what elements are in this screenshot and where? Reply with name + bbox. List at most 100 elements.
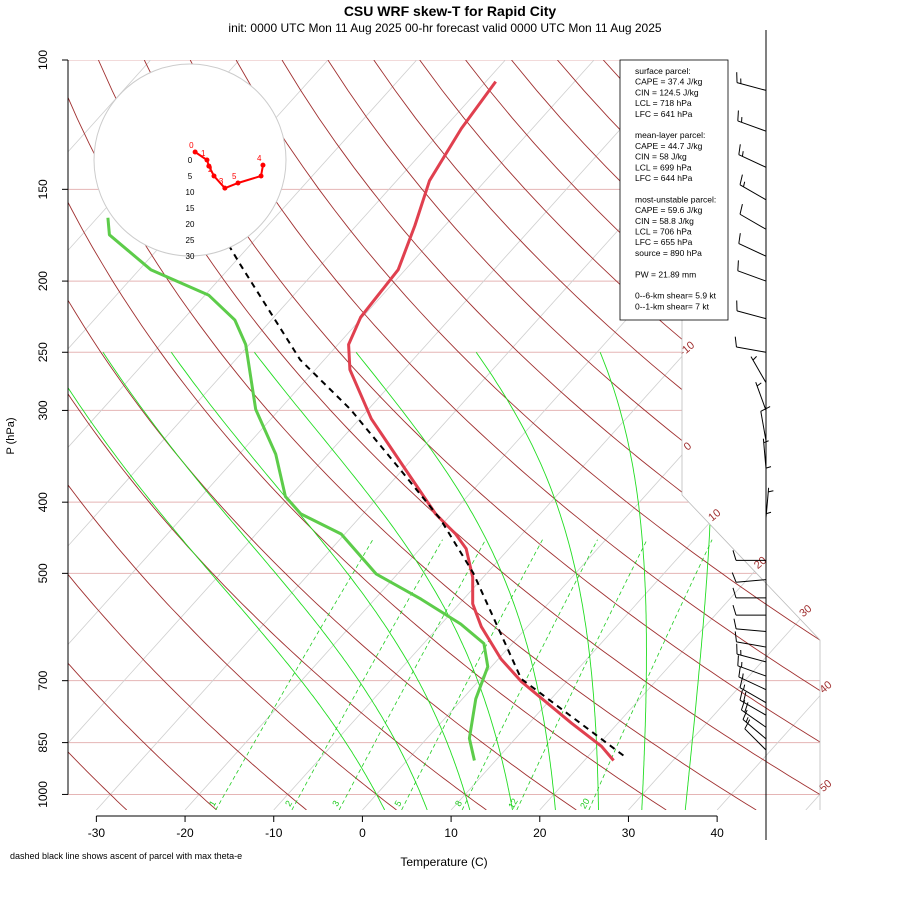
wind-barb bbox=[731, 572, 767, 583]
barb-feather bbox=[739, 174, 743, 185]
mixing-ratio-line bbox=[291, 539, 443, 810]
barb-staff bbox=[738, 243, 767, 257]
isotherm bbox=[539, 60, 820, 810]
isotherm bbox=[184, 60, 820, 810]
wind-barb bbox=[736, 72, 767, 91]
hodograph-point bbox=[258, 173, 264, 179]
info-box bbox=[619, 59, 729, 321]
barb-staff bbox=[739, 184, 767, 201]
y-tick-label: 700 bbox=[36, 670, 50, 690]
hodograph-ring-label: 25 bbox=[186, 236, 195, 245]
hodograph-height-label: 2 bbox=[208, 165, 213, 174]
traces bbox=[106, 80, 625, 762]
barb-feather bbox=[732, 604, 737, 616]
dewpoint-line bbox=[106, 217, 490, 761]
barb-staff bbox=[739, 213, 767, 230]
dry-adiabat bbox=[68, 60, 757, 810]
barb-staff bbox=[739, 687, 767, 704]
temperature-line bbox=[347, 80, 615, 762]
barb-staff bbox=[736, 82, 767, 91]
wind-barb bbox=[765, 464, 772, 495]
wind-barb bbox=[755, 382, 767, 411]
hodograph-height-label: 4 bbox=[257, 154, 262, 163]
info-text: 0--1-km shear= 7 kt bbox=[635, 301, 710, 311]
barb-feather bbox=[738, 666, 741, 678]
wind-barb bbox=[734, 631, 767, 648]
barb-staff bbox=[738, 676, 767, 691]
isotherm-label: 0 bbox=[682, 440, 694, 453]
barb-staff bbox=[737, 120, 767, 132]
wind-barb bbox=[738, 666, 767, 691]
y-tick-label: 500 bbox=[36, 563, 50, 583]
hodograph-ring-label: 20 bbox=[186, 220, 195, 229]
info-text: LFC = 655 hPa bbox=[635, 237, 693, 247]
dry-adiabat bbox=[327, 60, 820, 810]
barb-feather bbox=[739, 689, 743, 701]
mixing-ratio-label: 3 bbox=[330, 799, 341, 808]
hodograph-point bbox=[222, 185, 228, 191]
barb-staff bbox=[742, 719, 767, 740]
barb-feather bbox=[734, 336, 737, 348]
wind-barb bbox=[762, 438, 769, 469]
hodograph-ring-label: 0 bbox=[188, 156, 193, 165]
dry-adiabat bbox=[68, 60, 217, 810]
barb-half bbox=[768, 490, 774, 493]
y-tick-label: 300 bbox=[36, 400, 50, 420]
wind-barb bbox=[732, 587, 766, 599]
isotherm bbox=[68, 60, 595, 810]
x-tick-label: 10 bbox=[444, 826, 458, 840]
barb-feather bbox=[744, 719, 751, 730]
barb-half bbox=[765, 511, 772, 515]
isotherm bbox=[68, 60, 683, 810]
barb-staff bbox=[736, 346, 767, 353]
y-tick-label: 200 bbox=[36, 271, 50, 291]
hodograph-height-label: 0 bbox=[189, 141, 194, 150]
chart-title: CSU WRF skew-T for Rapid City bbox=[344, 3, 557, 19]
footnote: dashed black line shows ascent of parcel… bbox=[10, 851, 242, 861]
info-text: 0--6-km shear= 5.9 kt bbox=[635, 291, 717, 301]
info-text: CAPE = 37.4 J/kg bbox=[635, 77, 703, 87]
dry-adiabat bbox=[68, 60, 397, 810]
x-tick-label: 30 bbox=[622, 826, 636, 840]
barb-staff bbox=[738, 154, 767, 168]
mixing-ratio-label: 12 bbox=[506, 797, 520, 811]
barb-feather bbox=[739, 677, 743, 688]
hodograph-height-label: 5 bbox=[232, 172, 237, 181]
barb-staff bbox=[736, 628, 767, 633]
wind-barb bbox=[744, 719, 767, 751]
info-text: CAPE = 59.6 J/kg bbox=[635, 205, 703, 215]
mixing-ratio-label: 8 bbox=[453, 799, 464, 808]
barb-feather bbox=[739, 203, 743, 215]
info-text: surface parcel: bbox=[635, 66, 691, 76]
barb-half bbox=[742, 684, 746, 690]
info-text: most-unstable parcel: bbox=[635, 194, 716, 204]
barb-half bbox=[742, 181, 746, 187]
wind-barb bbox=[737, 260, 767, 282]
y-tick-label: 850 bbox=[36, 732, 50, 752]
moist-adiabat bbox=[68, 352, 386, 810]
wind-barb bbox=[738, 233, 767, 257]
barb-staff bbox=[736, 641, 767, 648]
moist-adiabat bbox=[684, 352, 713, 810]
x-tick-label: -10 bbox=[265, 826, 283, 840]
info-text: CIN = 58 J/kg bbox=[635, 152, 687, 162]
dry-adiabat bbox=[786, 60, 820, 810]
hodograph-point bbox=[192, 149, 198, 155]
barb-feather bbox=[731, 572, 737, 583]
y-tick-label: 150 bbox=[36, 179, 50, 199]
wind-barb bbox=[739, 174, 767, 201]
y-axis-label: P (hPa) bbox=[5, 417, 17, 454]
dry-adiabat bbox=[68, 60, 487, 810]
info-text: LCL = 699 hPa bbox=[635, 162, 692, 172]
mixing-ratio-line bbox=[516, 539, 648, 810]
wind-barb bbox=[736, 300, 767, 320]
barb-half bbox=[745, 717, 749, 723]
x-tick-label: 0 bbox=[359, 826, 366, 840]
info-text: mean-layer parcel: bbox=[635, 130, 705, 140]
y-tick-label: 100 bbox=[36, 50, 50, 70]
barb-half bbox=[765, 466, 772, 469]
x-tick-label: 20 bbox=[533, 826, 547, 840]
hodograph-ring-label: 10 bbox=[186, 188, 195, 197]
